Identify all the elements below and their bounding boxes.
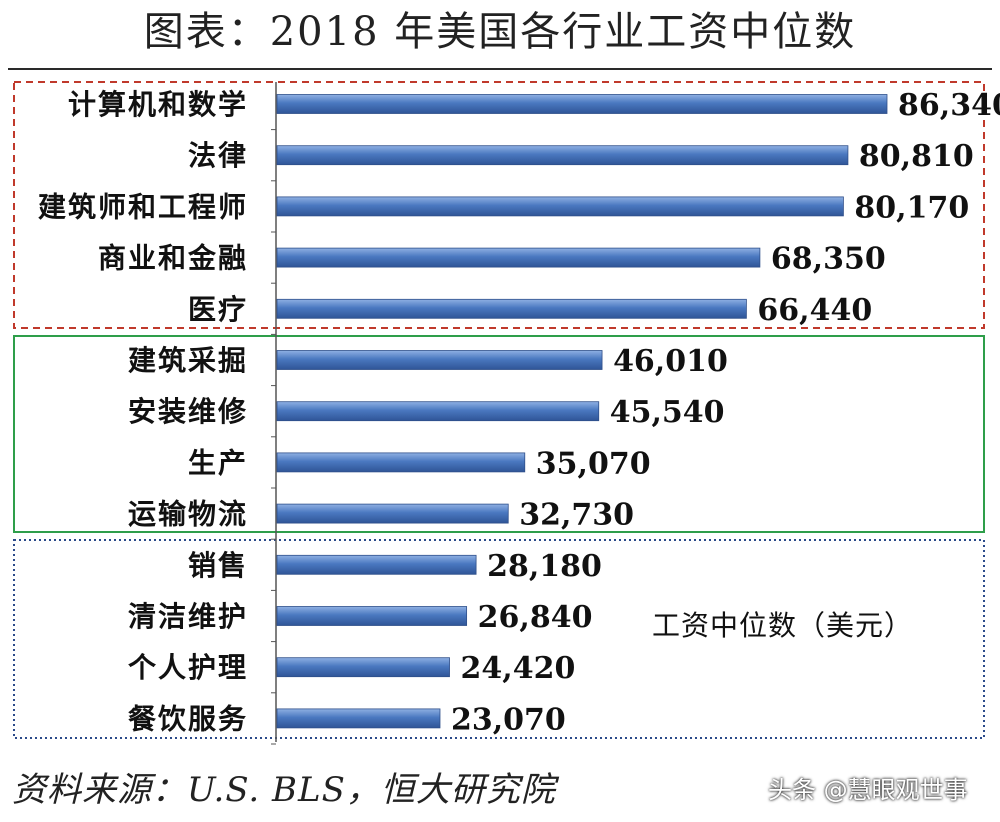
bar-1 [276,94,888,114]
category-label: 建筑采掘 [128,344,248,377]
category-label: 销售 [188,549,248,582]
category-label: 安装维修 [128,395,248,428]
category-label: 法律 [188,139,248,172]
value-label: 68,350 [771,242,886,277]
value-label: 28,180 [487,549,602,584]
category-label: 生产 [188,446,248,479]
value-label: 23,070 [451,702,566,737]
value-label: 46,010 [613,344,728,379]
watermark: 头条 @慧眼观世事 [768,776,968,804]
value-label: 80,170 [854,190,969,225]
bar-4 [276,247,761,268]
value-label: 24,420 [461,651,576,686]
bar-12 [276,657,450,678]
value-label: 26,840 [478,600,593,635]
bar-10 [276,554,477,575]
category-label: 餐饮服务 [128,702,248,735]
bar-11 [276,606,468,626]
source-note: 资料来源：U.S. BLS，恒大研究院 [12,770,556,810]
category-label: 商业和金融 [98,242,248,275]
category-label: 个人护理 [128,651,248,684]
category-label: 医疗 [188,293,248,326]
title-divider [8,68,992,70]
category-label: 清洁维护 [128,600,248,633]
bar-13 [276,708,441,729]
bar-7 [276,401,600,422]
value-label: 32,730 [519,498,634,533]
group-box-1 [13,81,985,329]
group-box-2 [13,335,985,533]
group-box-3 [13,539,985,739]
bar-9 [276,503,509,524]
category-label: 计算机和数学 [68,88,248,121]
value-label: 35,070 [536,446,651,481]
category-label: 运输物流 [128,498,248,531]
bar-5 [276,298,747,319]
value-label: 66,440 [757,293,872,328]
value-label: 86,340 [898,88,1000,123]
bar-2 [276,145,849,166]
value-label: 45,540 [610,395,725,430]
category-label: 建筑师和工程师 [38,190,248,223]
value-label: 80,810 [859,139,974,174]
chart-title: 图表：2018 年美国各行业工资中位数 [143,9,857,55]
bar-3 [276,196,844,217]
bar-6 [276,350,603,370]
bar-8 [276,452,526,473]
legend-label: 工资中位数（美元） [652,609,914,642]
